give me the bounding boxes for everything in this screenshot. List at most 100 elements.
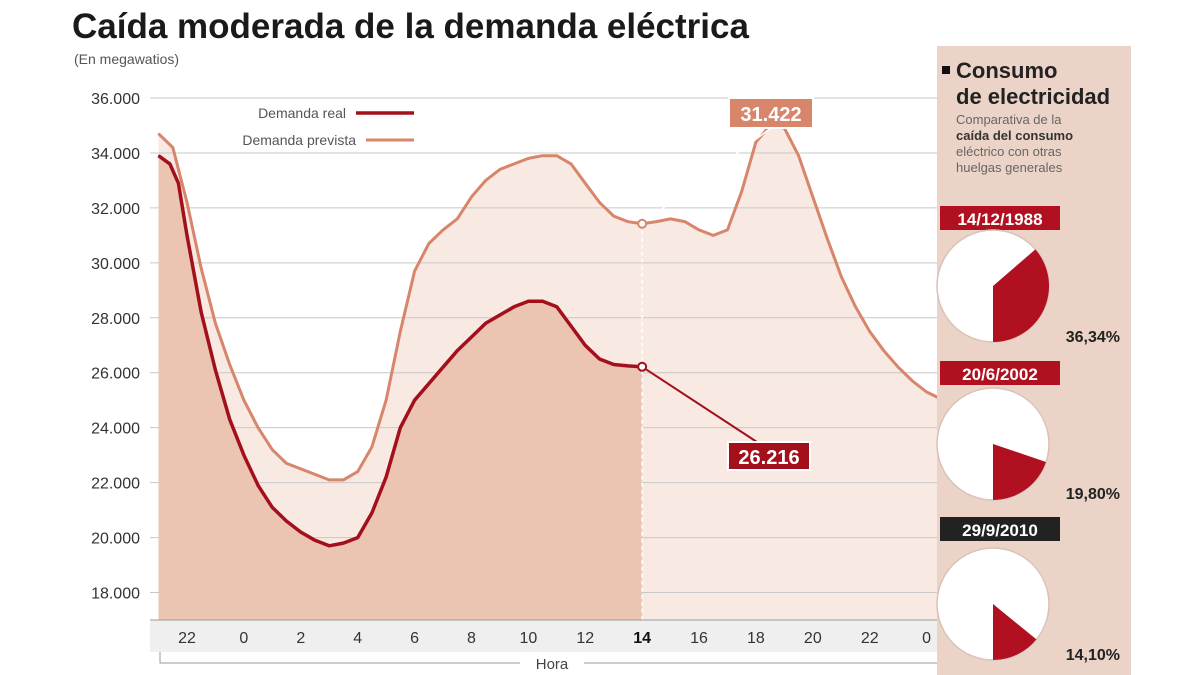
callout-prevista: 31.422	[728, 97, 814, 129]
point-prevista-9	[285, 462, 288, 464]
point-real-34	[627, 365, 629, 367]
point-real-7	[243, 454, 245, 456]
callout-real-box	[727, 441, 811, 471]
point-prevista-37	[684, 221, 686, 223]
point-real-15	[357, 536, 359, 539]
xtick-label-3: 4	[353, 630, 362, 647]
highlight-prevista-16h	[637, 218, 648, 229]
strike-2-date-badge	[940, 361, 1060, 385]
legend-label-real: Demanda real	[258, 105, 346, 121]
point-real-30	[570, 325, 572, 327]
point-real-27	[527, 300, 529, 302]
point-prevista-53	[911, 380, 913, 382]
area-demanda-real	[158, 155, 643, 620]
pie-2-slice	[993, 444, 1046, 500]
highlight-real-16h	[637, 361, 648, 372]
point-real-18	[399, 427, 401, 429]
ytick-label-18.000: 18.000	[91, 586, 140, 603]
sidebar-title-line1: Consumo	[956, 58, 1057, 83]
xtick-label-8: 14	[633, 630, 651, 647]
point-prevista-8	[271, 449, 273, 451]
ytick-label-28.000: 28.000	[91, 311, 140, 328]
point-prevista-17	[399, 330, 401, 333]
xtick-label-5: 8	[467, 630, 476, 647]
strike-3-pie	[936, 547, 1050, 661]
sidebar-sub-line2: caída del consumo	[956, 128, 1073, 143]
point-prevista-12	[328, 479, 330, 481]
point-prevista-26	[527, 157, 529, 160]
point-real-23	[470, 336, 473, 338]
point-real-19	[413, 399, 416, 401]
strike-2-percent: 19,80%	[1066, 486, 1120, 503]
sidebar-sub-line3: eléctrico con otras	[956, 144, 1062, 159]
point-real-17	[385, 476, 387, 478]
point-real-28	[541, 300, 544, 302]
xtick-label-6: 10	[519, 630, 537, 647]
leader-prevista	[641, 127, 772, 225]
pie-1-slice	[993, 249, 1050, 343]
point-real-11	[300, 531, 302, 533]
ytick-label-20.000: 20.000	[91, 531, 140, 548]
callout-real: 26.216	[727, 441, 811, 471]
point-real-16	[371, 512, 373, 514]
point-prevista-54	[926, 391, 928, 393]
strike-1-date: 14/12/1988	[957, 210, 1042, 229]
point-real-5	[214, 369, 217, 371]
point-prevista-32	[613, 215, 615, 217]
sidebar-title-line2: de electricidad	[956, 84, 1110, 109]
sidebar-sub-line4: huelgas generales	[956, 160, 1063, 175]
point-real-9	[271, 506, 273, 508]
ytick-label-22.000: 22.000	[91, 476, 140, 493]
point-prevista-35	[655, 221, 657, 223]
point-real-12	[314, 539, 316, 541]
xtick-label-2: 2	[296, 630, 305, 647]
x-axis-band	[150, 620, 938, 652]
point-prevista-10	[300, 468, 302, 470]
point-prevista-45	[798, 155, 800, 157]
point-real-10	[285, 520, 288, 522]
ytick-label-26.000: 26.000	[91, 366, 140, 383]
x-axis-label-bg	[520, 655, 584, 673]
sidebar-bullet	[942, 66, 950, 74]
xtick-label-0: 22	[178, 630, 196, 647]
strike-2-date: 20/6/2002	[962, 365, 1038, 384]
point-prevista-42	[755, 141, 757, 143]
point-prevista-22	[470, 196, 473, 198]
point-prevista-29	[570, 163, 572, 165]
point-prevista-4	[214, 322, 217, 324]
point-prevista-23	[485, 179, 487, 182]
point-prevista-18	[413, 270, 416, 272]
callout-prevista-box	[728, 97, 814, 129]
point-prevista-15	[371, 446, 373, 448]
point-prevista-21	[456, 218, 458, 220]
point-real-6	[229, 418, 231, 421]
point-real-1	[169, 163, 171, 165]
point-prevista-48	[840, 275, 842, 278]
point-prevista-1	[172, 146, 174, 149]
xtick-label-11: 20	[804, 630, 822, 647]
point-prevista-16	[385, 399, 387, 401]
sidebar-sub-line1: Comparativa de la	[956, 112, 1062, 127]
point-prevista-6	[243, 399, 245, 401]
point-prevista-39	[712, 234, 714, 236]
legend: Demanda real Demanda prevista	[242, 105, 414, 148]
point-prevista-41	[741, 190, 743, 193]
strike-1-date-badge	[940, 206, 1060, 230]
strike-1-pie	[936, 229, 1050, 343]
leader-real	[641, 365, 761, 445]
point-prevista-7	[257, 427, 259, 429]
point-real-3	[186, 234, 188, 236]
ytick-label-24.000: 24.000	[91, 421, 140, 438]
point-prevista-47	[826, 237, 828, 239]
strike-1: 14/12/1988 36,34%	[936, 206, 1120, 346]
xtick-label-7: 12	[576, 630, 594, 647]
point-prevista-2	[186, 201, 188, 203]
point-prevista-46	[812, 196, 814, 198]
series-line-demanda-real	[157, 154, 643, 548]
strike-2: 20/6/2002 19,80%	[936, 361, 1120, 503]
point-prevista-5	[229, 363, 231, 366]
xtick-label-1: 0	[239, 630, 248, 647]
point-prevista-31	[598, 201, 601, 203]
point-prevista-38	[698, 229, 700, 231]
